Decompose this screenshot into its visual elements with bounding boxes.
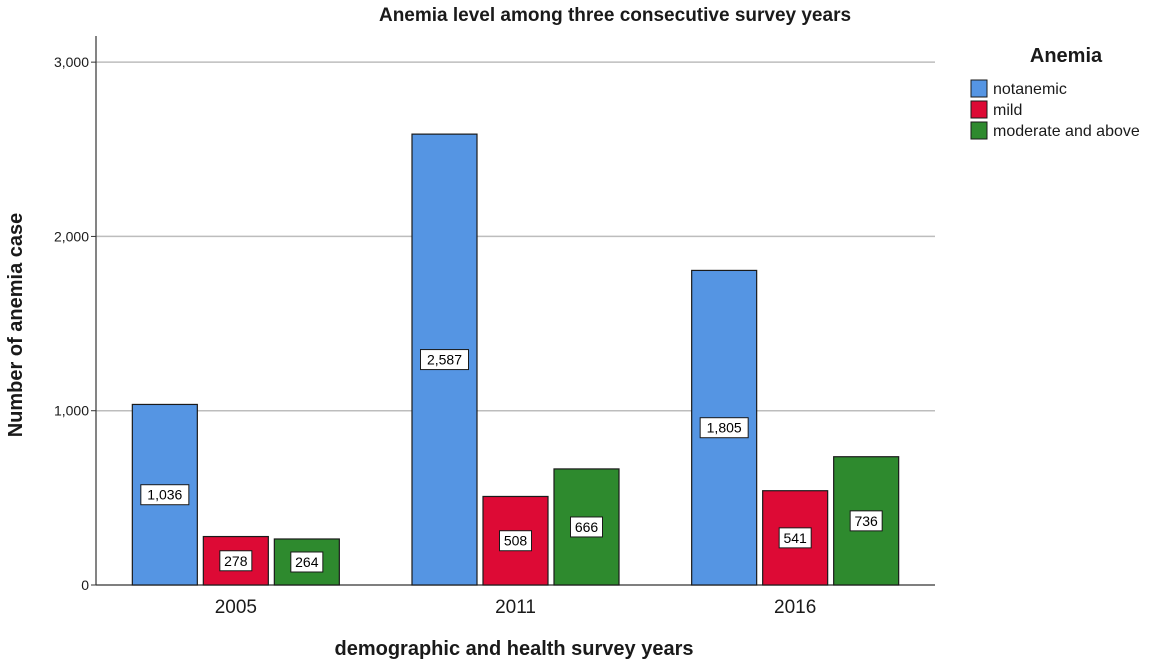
x-tick-label: 2005 <box>215 597 257 618</box>
legend-label: moderate and above <box>993 123 1140 140</box>
x-axis-label: demographic and health survey years <box>334 638 693 660</box>
data-label-box <box>290 551 324 573</box>
data-label-box <box>570 516 603 538</box>
chart-title: Anemia level among three consecutive sur… <box>379 5 851 26</box>
data-label-box <box>219 550 253 572</box>
data-label-box <box>778 527 812 549</box>
data-label: 736 <box>854 513 878 529</box>
data-label: 508 <box>504 533 528 549</box>
legend-title: Anemia <box>1030 45 1103 67</box>
data-label: 278 <box>224 553 248 569</box>
data-label-box <box>699 417 749 439</box>
y-axis-label: Number of anemia case <box>5 213 27 438</box>
data-label: 2,587 <box>427 352 462 368</box>
data-label-box <box>849 510 883 532</box>
data-label: 1,036 <box>147 487 182 503</box>
data-label-box <box>140 484 190 506</box>
data-label: 666 <box>575 519 599 535</box>
data-label: 1,805 <box>707 420 742 436</box>
legend-swatch-mild <box>970 100 988 119</box>
data-label-box <box>499 530 532 552</box>
data-label-box <box>420 349 469 371</box>
x-tick-label: 2016 <box>774 597 816 618</box>
y-tick-label: 1,000 <box>54 403 89 419</box>
legend: Anemia notanemic mild moderate and above <box>970 45 1140 140</box>
data-label: 541 <box>783 530 807 546</box>
legend-swatch-moderate-and-above <box>970 121 988 140</box>
x-tick-label: 2011 <box>495 597 536 618</box>
plot-area: 0 1,000 2,000 3,000 1,036 278 264 2005 2,587 508 6… <box>54 36 935 618</box>
y-tick-label: 2,000 <box>54 228 89 244</box>
data-label: 264 <box>295 554 319 570</box>
legend-swatch-notanemic <box>970 79 988 98</box>
y-tick-label: 0 <box>81 577 89 593</box>
legend-label: notanemic <box>993 81 1067 98</box>
legend-label: mild <box>993 102 1022 119</box>
y-tick-label: 3,000 <box>54 54 89 70</box>
